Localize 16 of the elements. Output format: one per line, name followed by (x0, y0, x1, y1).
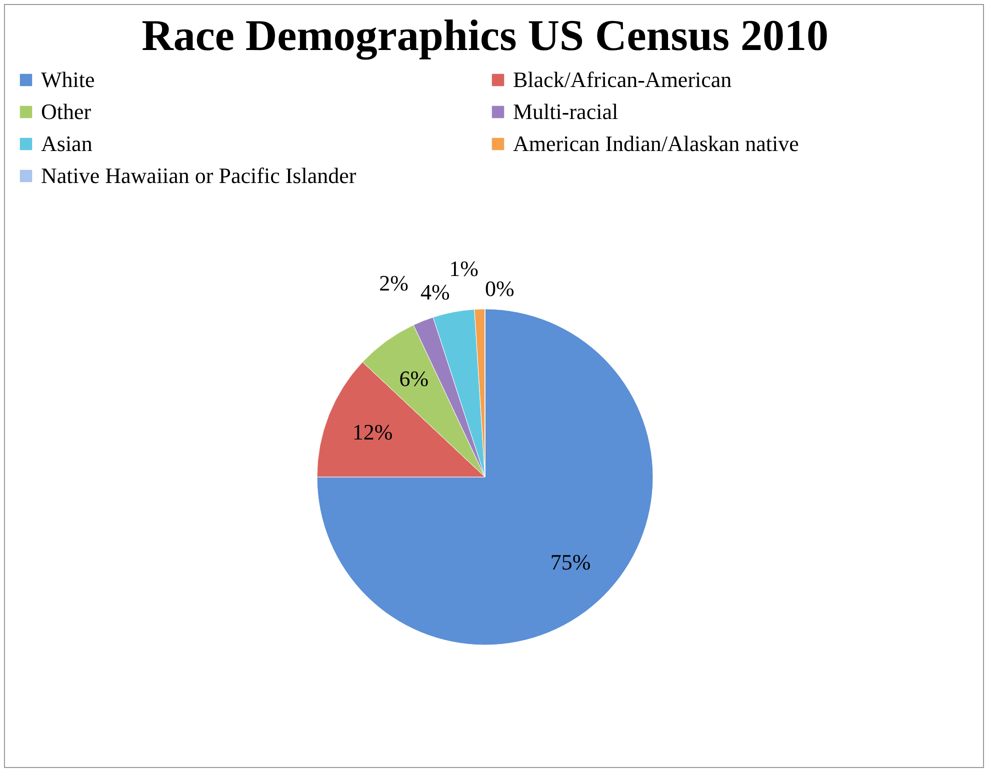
chart-title: Race Demographics US Census 2010 (142, 11, 828, 60)
data-label: 6% (399, 366, 429, 392)
legend-label: Native Hawaiian or Pacific Islander (41, 163, 357, 188)
pie-slice (316, 308, 654, 646)
data-label: 75% (550, 550, 591, 575)
data-label: 12% (352, 419, 393, 444)
text: 0% (485, 276, 514, 301)
legend-label: Other (41, 99, 92, 124)
legend-label: Asian (41, 131, 92, 156)
legend-label: Black/African-American (513, 67, 732, 92)
legend-label: American Indian/Alaskan native (513, 131, 799, 156)
legend-label: Multi-racial (513, 99, 618, 124)
data-label: 2% (379, 270, 408, 296)
legend-label: White (41, 67, 95, 92)
data-label: 1% (449, 256, 478, 282)
data-label: 4% (420, 279, 450, 304)
